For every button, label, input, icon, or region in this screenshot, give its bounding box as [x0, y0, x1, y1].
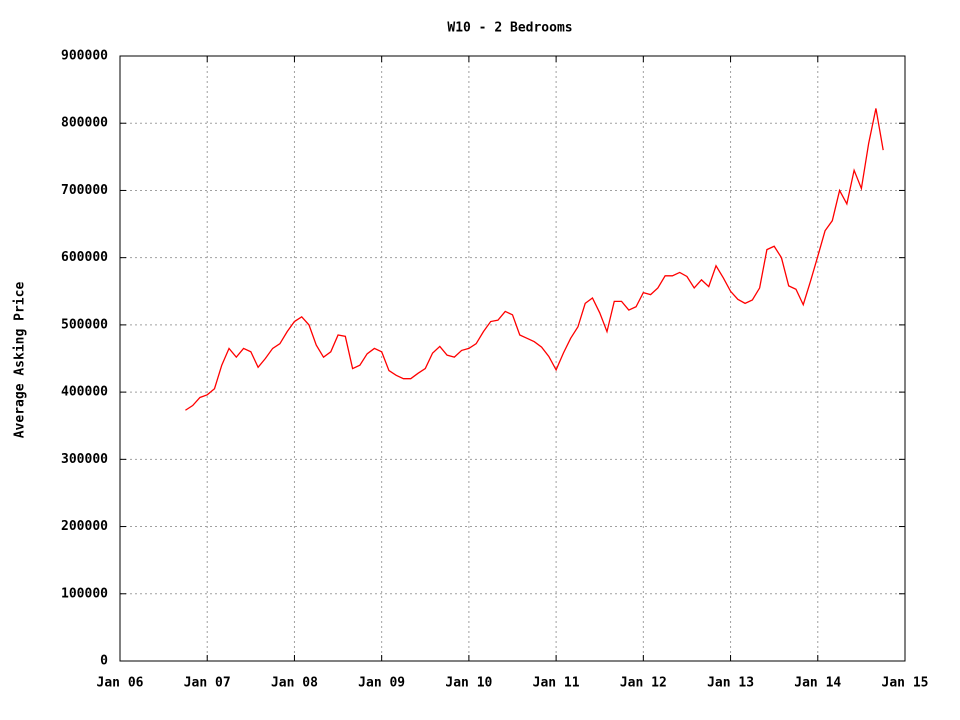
x-tick-label: Jan 11 — [533, 676, 580, 691]
x-tick-label: Jan 10 — [445, 676, 492, 691]
x-tick-label: Jan 14 — [794, 676, 841, 691]
plot-frame — [119, 55, 906, 662]
x-tick-label: Jan 07 — [184, 676, 231, 691]
chart-title: W10 - 2 Bedrooms — [447, 21, 572, 36]
y-tick-label: 0 — [100, 654, 108, 669]
y-tick-label: 700000 — [61, 183, 108, 198]
x-tick-label: Jan 08 — [271, 676, 318, 691]
y-tick-label: 900000 — [61, 49, 108, 64]
x-tick-label: Jan 13 — [707, 676, 754, 691]
y-axis-label: Average Asking Price — [13, 282, 28, 439]
x-tick-label: Jan 15 — [882, 676, 929, 691]
y-tick-label: 300000 — [61, 452, 108, 467]
x-tick-label: Jan 12 — [620, 676, 667, 691]
y-tick-label: 400000 — [61, 385, 108, 400]
y-tick-label: 500000 — [61, 317, 108, 332]
data-line — [185, 108, 884, 411]
y-tick-label: 200000 — [61, 519, 108, 534]
x-tick-label: Jan 09 — [358, 676, 405, 691]
y-tick-label: 800000 — [61, 116, 108, 131]
y-tick-label: 100000 — [61, 586, 108, 601]
y-tick-label: 600000 — [61, 250, 108, 265]
x-tick-label: Jan 06 — [97, 676, 144, 691]
